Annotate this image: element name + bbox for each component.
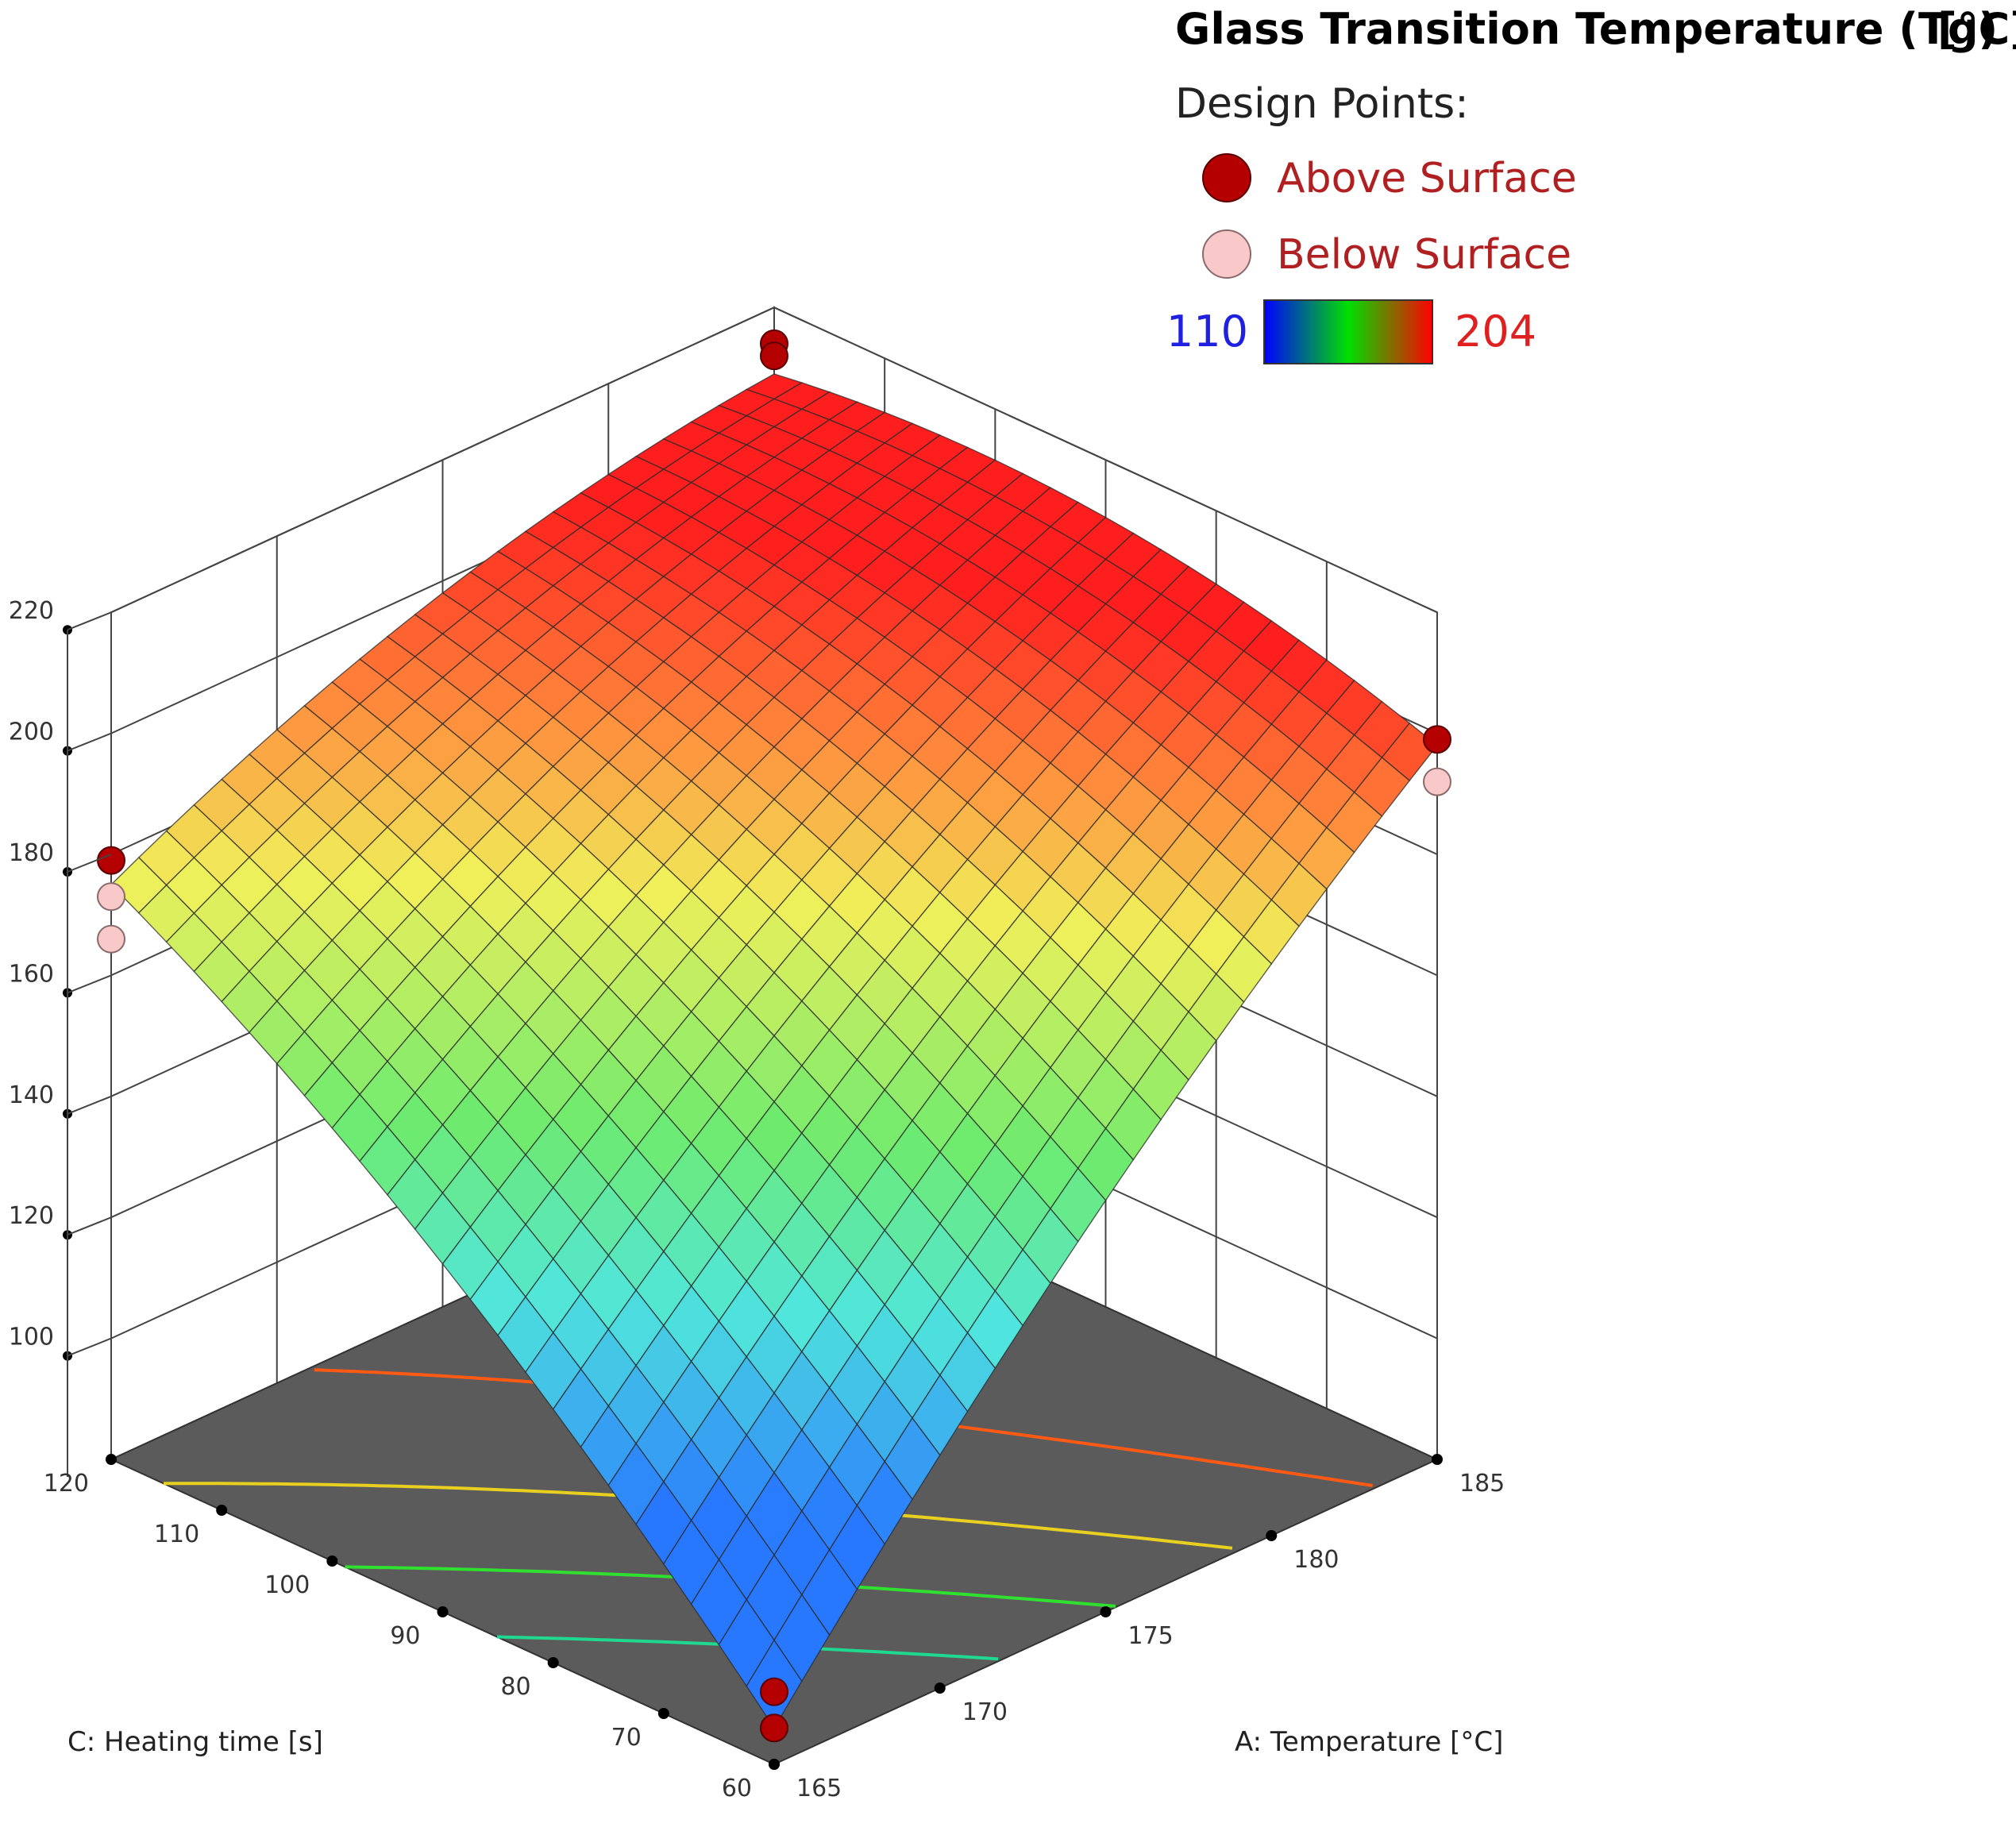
z-tick-label: 140: [9, 1081, 54, 1109]
design-point-above: [760, 341, 788, 371]
axis-ticks: 100 120 140 160 180 200 220 165 170 175 180 185 60 70…: [9, 597, 1505, 1802]
x-tick-mark: [1100, 1606, 1112, 1617]
y-tick-label: 100: [264, 1571, 310, 1599]
y-tick-mark: [216, 1505, 228, 1516]
chart-title: Glass Transition Temperature (Tg): [1175, 4, 1998, 54]
x-tick-mark: [1266, 1530, 1278, 1541]
colorbar-max-label: 204: [1455, 306, 1536, 357]
design-point-above: [760, 1677, 788, 1706]
y-tick-label: 60: [722, 1775, 752, 1802]
z-tick-line: [67, 854, 112, 873]
y-tick-label: 90: [390, 1622, 420, 1650]
z-tick-line: [67, 1095, 112, 1115]
response-surface: [110, 373, 1438, 1729]
z-tick-label: 220: [9, 597, 54, 625]
design-point-below: [1423, 767, 1451, 796]
z-tick-label: 200: [9, 719, 54, 746]
colorbar-min-label: 110: [1166, 306, 1248, 357]
legend: Glass Transition Temperature (Tg) [°C] D…: [1166, 4, 2016, 364]
legend-heading: Design Points:: [1175, 80, 1469, 128]
y-tick-label: 110: [154, 1521, 199, 1548]
legend-below-label: Below Surface: [1277, 231, 1571, 279]
x-tick-mark: [1432, 1454, 1443, 1465]
y-tick-mark: [326, 1555, 338, 1567]
y-tick-mark: [769, 1759, 780, 1770]
design-points: [97, 329, 1451, 1743]
y-tick-label: 120: [44, 1470, 89, 1498]
z-tick-label: 160: [9, 960, 54, 988]
design-point-below: [97, 882, 125, 912]
x-tick-label: 175: [1128, 1622, 1174, 1650]
y-tick-mark: [657, 1708, 669, 1719]
y-tick-mark: [437, 1606, 449, 1617]
colorbar: [1263, 299, 1433, 364]
z-tick-label: 180: [9, 839, 54, 867]
z-tick-line: [67, 1337, 112, 1357]
x-tick-label: 185: [1459, 1470, 1505, 1498]
z-tick-line: [67, 974, 112, 994]
z-tick-line: [67, 732, 112, 752]
y-tick-label: 70: [611, 1724, 642, 1752]
x-tick-label: 170: [962, 1698, 1008, 1726]
legend-above-label: Above Surface: [1277, 155, 1577, 202]
chart-title-unit: [°C]: [1937, 4, 2016, 54]
x-tick-label: 180: [1293, 1546, 1339, 1574]
design-point-above: [760, 1713, 788, 1743]
z-tick-label: 100: [9, 1324, 54, 1351]
legend-below-marker: [1202, 229, 1251, 279]
y-tick-mark: [547, 1657, 559, 1668]
y-axis-title: C: Heating time [s]: [67, 1726, 323, 1758]
z-tick-line: [67, 611, 112, 631]
design-point-above: [97, 846, 125, 875]
x-axis-title: A: Temperature [°C]: [1235, 1726, 1503, 1758]
y-tick-label: 80: [500, 1673, 530, 1701]
y-tick-mark: [106, 1454, 117, 1465]
x-tick-label: 165: [796, 1775, 842, 1802]
z-tick-label: 120: [9, 1202, 54, 1230]
design-point-above: [1423, 725, 1451, 754]
design-point-below: [97, 924, 125, 954]
z-tick-line: [67, 1216, 112, 1236]
x-tick-mark: [934, 1683, 946, 1694]
legend-above-marker: [1202, 153, 1251, 202]
